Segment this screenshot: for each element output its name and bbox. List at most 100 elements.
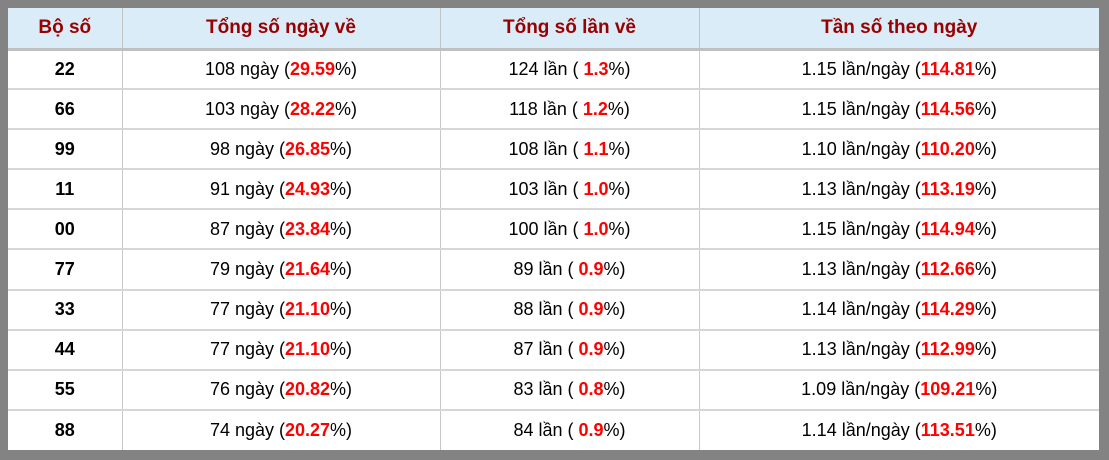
total-days-cell: 77 ngày (21.10%) — [122, 289, 441, 331]
frequency-cell: 1.13 lần/ngày (112.66%) — [699, 249, 1099, 291]
days-percent: 21.10 — [285, 299, 331, 320]
pair-number-cell: 55 — [8, 369, 123, 411]
frequency-cell: 1.10 lần/ngày (110.20%) — [699, 129, 1099, 171]
percent-close: %) — [330, 138, 353, 159]
pair-number-cell: 44 — [8, 329, 123, 371]
times-text: 88 lần ( — [513, 299, 579, 320]
total-times-cell: 84 lần ( 0.9%) — [440, 409, 700, 450]
total-times-cell: 88 lần ( 0.9%) — [440, 289, 700, 331]
pair-number-cell: 99 — [8, 129, 123, 171]
pair-number-cell: 66 — [8, 89, 123, 131]
table-row: 11 91 ngày (24.93%) 103 lần ( 1.0%) 1.13… — [8, 169, 1099, 211]
header-total-times: Tổng số lần về — [440, 8, 700, 51]
total-times-cell: 124 lần ( 1.3%) — [440, 49, 700, 91]
total-times-cell: 103 lần ( 1.0%) — [440, 169, 700, 211]
percent-close: %) — [974, 138, 997, 159]
total-days-cell: 76 ngày (20.82%) — [122, 369, 441, 411]
frequency-percent: 114.56 — [920, 98, 975, 119]
percent-close: %) — [608, 218, 631, 239]
pair-number-cell: 33 — [8, 289, 123, 331]
times-text: 100 lần ( — [508, 218, 584, 239]
times-text: 108 lần ( — [508, 138, 584, 159]
percent-close: %) — [608, 138, 631, 159]
total-days-cell: 87 ngày (23.84%) — [122, 209, 441, 251]
percent-close: %) — [330, 419, 353, 440]
percent-close: %) — [974, 58, 997, 79]
times-percent: 0.9 — [578, 259, 604, 280]
days-text: 74 ngày ( — [209, 419, 285, 440]
total-times-cell: 100 lần ( 1.0%) — [440, 209, 700, 251]
frequency-text: 1.14 lần/ngày ( — [801, 419, 921, 440]
total-times-cell: 108 lần ( 1.1%) — [440, 129, 700, 171]
header-pair: Bộ số — [8, 8, 123, 51]
times-percent: 1.2 — [582, 98, 608, 119]
times-text: 124 lần ( — [508, 58, 584, 79]
days-text: 91 ngày ( — [209, 178, 285, 199]
pair-number-cell: 77 — [8, 249, 123, 291]
table-row: 99 98 ngày (26.85%) 108 lần ( 1.1%) 1.10… — [8, 129, 1099, 171]
table-row: 55 76 ngày (20.82%) 83 lần ( 0.8%) 1.09 … — [8, 369, 1099, 411]
total-days-cell: 91 ngày (24.93%) — [122, 169, 441, 211]
days-text: 79 ngày ( — [209, 259, 285, 280]
days-percent: 28.22 — [290, 98, 336, 119]
times-percent: 1.0 — [583, 178, 609, 199]
total-days-cell: 79 ngày (21.64%) — [122, 249, 441, 291]
percent-close: %) — [974, 98, 997, 119]
percent-close: %) — [330, 218, 353, 239]
days-text: 87 ngày ( — [209, 218, 285, 239]
days-percent: 20.82 — [285, 379, 331, 400]
table-row: 00 87 ngày (23.84%) 100 lần ( 1.0%) 1.15… — [8, 209, 1099, 251]
percent-close: %) — [607, 98, 630, 119]
table-row: 33 77 ngày (21.10%) 88 lần ( 0.9%) 1.14 … — [8, 289, 1099, 331]
frequency-percent: 114.81 — [920, 58, 975, 79]
days-text: 76 ngày ( — [209, 379, 285, 400]
total-days-cell: 98 ngày (26.85%) — [122, 129, 441, 171]
header-frequency: Tần số theo ngày — [699, 8, 1099, 51]
frequency-cell: 1.15 lần/ngày (114.94%) — [699, 209, 1099, 251]
frequency-cell: 1.15 lần/ngày (114.81%) — [699, 49, 1099, 91]
table-row: 77 79 ngày (21.64%) 89 lần ( 0.9%) 1.13 … — [8, 249, 1099, 291]
percent-close: %) — [608, 58, 631, 79]
days-percent: 20.27 — [285, 419, 331, 440]
times-percent: 1.0 — [583, 218, 609, 239]
days-text: 108 ngày ( — [204, 58, 290, 79]
percent-close: %) — [603, 259, 626, 280]
days-percent: 23.84 — [285, 218, 331, 239]
frequency-text: 1.13 lần/ngày ( — [801, 178, 921, 199]
percent-close: %) — [335, 58, 358, 79]
table-body: 22 108 ngày (29.59%) 124 lần ( 1.3%) 1.1… — [8, 49, 1099, 450]
pair-number-cell: 22 — [8, 49, 123, 91]
frequency-percent: 110.20 — [920, 138, 975, 159]
total-days-cell: 103 ngày (28.22%) — [122, 89, 441, 131]
times-percent: 1.3 — [583, 58, 609, 79]
frequency-text: 1.13 lần/ngày ( — [801, 259, 921, 280]
times-percent: 0.9 — [578, 419, 604, 440]
times-text: 84 lần ( — [513, 419, 579, 440]
percent-close: %) — [330, 259, 353, 280]
frequency-cell: 1.15 lần/ngày (114.56%) — [699, 89, 1099, 131]
percent-close: %) — [974, 218, 997, 239]
percent-close: %) — [330, 178, 353, 199]
times-text: 103 lần ( — [508, 178, 584, 199]
frequency-text: 1.10 lần/ngày ( — [801, 138, 921, 159]
days-text: 77 ngày ( — [209, 299, 285, 320]
total-times-cell: 83 lần ( 0.8%) — [440, 369, 700, 411]
frequency-percent: 109.21 — [920, 379, 976, 400]
total-times-cell: 89 lần ( 0.9%) — [440, 249, 700, 291]
frequency-percent: 114.94 — [920, 218, 975, 239]
percent-close: %) — [974, 419, 997, 440]
times-percent: 0.9 — [578, 299, 604, 320]
days-text: 98 ngày ( — [209, 138, 285, 159]
frequency-cell: 1.14 lần/ngày (114.29%) — [699, 289, 1099, 331]
percent-close: %) — [608, 178, 631, 199]
frequency-text: 1.15 lần/ngày ( — [801, 58, 921, 79]
total-times-cell: 87 lần ( 0.9%) — [440, 329, 700, 371]
percent-close: %) — [330, 379, 353, 400]
days-text: 77 ngày ( — [209, 339, 285, 360]
table-row: 88 74 ngày (20.27%) 84 lần ( 0.9%) 1.14 … — [8, 409, 1099, 450]
total-days-cell: 77 ngày (21.10%) — [122, 329, 441, 371]
times-percent: 0.8 — [578, 379, 604, 400]
days-percent: 29.59 — [290, 58, 336, 79]
total-days-cell: 108 ngày (29.59%) — [122, 49, 441, 91]
frequency-cell: 1.13 lần/ngày (113.19%) — [699, 169, 1099, 211]
